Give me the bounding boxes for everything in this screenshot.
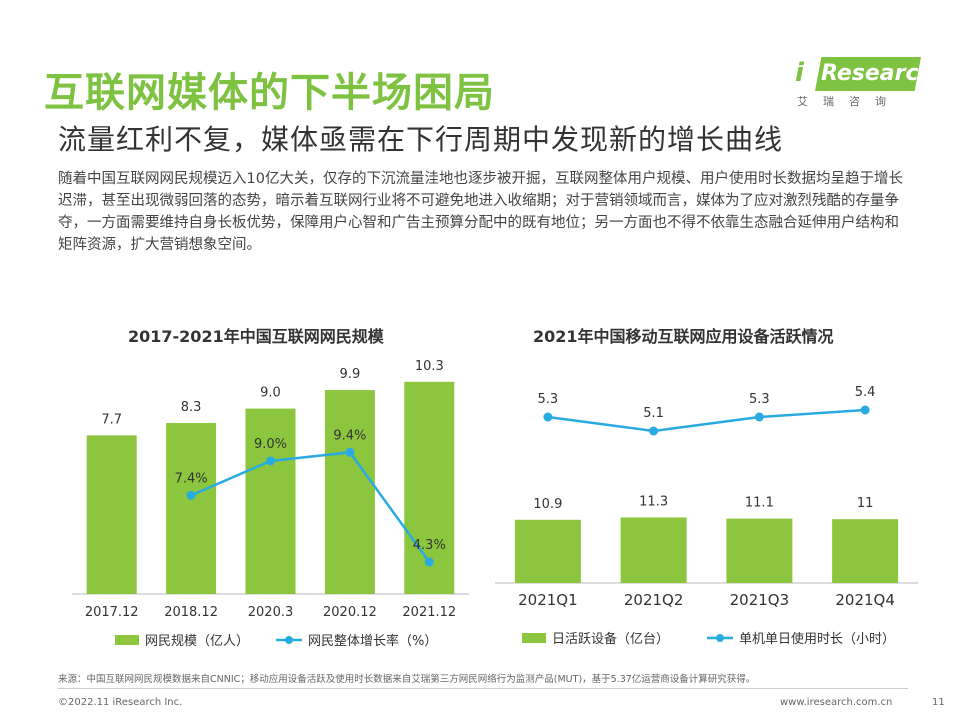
logo-i: i	[795, 58, 804, 88]
legend-bar-label: 日活跃设备（亿台）	[552, 631, 669, 647]
line-point	[424, 557, 434, 567]
logo-word: Research	[821, 61, 935, 86]
logo-chinese: 艾瑞咨询	[797, 95, 901, 108]
x-tick-label: 2021Q1	[518, 591, 578, 609]
bar-value-label: 10.9	[533, 497, 562, 512]
page-subtitle: 流量红利不复，媒体亟需在下行周期中发现新的增长曲线	[58, 123, 784, 156]
legend-line-marker	[716, 634, 724, 642]
intro-paragraph: 随着中国互联网网民规模迈入10亿大关，仅存的下沉流量洼地也逐步被开掘，互联网整体…	[58, 171, 903, 253]
bar	[324, 390, 375, 594]
website: www.iresearch.com.cn	[780, 697, 893, 708]
line-point	[186, 490, 196, 500]
bar-value-label: 11	[857, 496, 874, 511]
x-tick-label: 2018.12	[164, 605, 218, 620]
legend-bar-swatch	[115, 635, 139, 645]
bar-value-label: 11.3	[639, 494, 668, 509]
logo-badge	[815, 57, 921, 91]
footer-divider	[58, 688, 908, 689]
chart1-title: 2017-2021年中国互联网网民规模	[128, 327, 384, 346]
legend-line-label: 网民整体增长率（%）	[308, 633, 437, 649]
bar	[86, 435, 137, 594]
line-value-label: 5.1	[643, 406, 664, 421]
bar-value-label: 10.3	[415, 359, 444, 374]
line-point	[543, 412, 553, 422]
bar-value-label: 9.0	[260, 386, 281, 401]
bar	[726, 518, 793, 583]
legend-bar-swatch	[522, 633, 546, 643]
iresearch-logo: i Research 艾瑞咨询	[793, 57, 934, 111]
x-tick-label: 2020.12	[323, 605, 377, 620]
legend-bar-label: 网民规模（亿人）	[145, 634, 249, 649]
x-tick-label: 2020.3	[248, 605, 294, 620]
x-tick-label: 2021Q4	[835, 591, 895, 609]
bar-value-label: 8.3	[181, 400, 202, 415]
legend-line-marker	[285, 636, 293, 644]
x-tick-label: 2021Q2	[624, 591, 684, 609]
legend-line-label: 单机单日使用时长（小时）	[739, 631, 895, 647]
line-value-label: 5.3	[538, 392, 559, 407]
line-point	[649, 426, 659, 436]
line-point	[754, 412, 764, 422]
line-value-label: 7.4%	[175, 471, 208, 486]
bar	[832, 519, 899, 583]
line-value-label: 5.4	[855, 385, 876, 400]
bar-value-label: 7.7	[101, 412, 122, 427]
line-series	[547, 408, 866, 433]
bar	[166, 423, 217, 594]
line-point	[345, 447, 355, 457]
bar	[514, 519, 581, 583]
x-tick-label: 2021Q3	[730, 591, 790, 609]
line-point	[266, 456, 275, 466]
page-number: 11	[932, 697, 945, 708]
copyright: ©2022.11 iResearch Inc.	[58, 697, 183, 708]
line-value-label: 9.0%	[254, 437, 287, 452]
bar	[245, 408, 296, 594]
chart2-title: 2021年中国移动互联网应用设备活跃情况	[533, 327, 834, 346]
x-tick-label: 2021.12	[402, 605, 456, 620]
source-note: 来源：中国互联网网民规模数据来自CNNIC；移动应用设备活跃及使用时长数据来自艾…	[58, 674, 756, 685]
page-title: 互联网媒体的下半场困局	[44, 70, 495, 116]
line-value-label: 9.4%	[333, 428, 366, 443]
x-tick-label: 2017.12	[85, 605, 139, 620]
line-series	[190, 451, 431, 563]
line-value-label: 4.3%	[413, 538, 446, 553]
bar-value-label: 9.9	[340, 367, 361, 382]
line-value-label: 5.3	[749, 392, 770, 407]
bar-value-label: 11.1	[745, 496, 774, 511]
bar	[620, 517, 687, 583]
line-point	[860, 405, 870, 415]
